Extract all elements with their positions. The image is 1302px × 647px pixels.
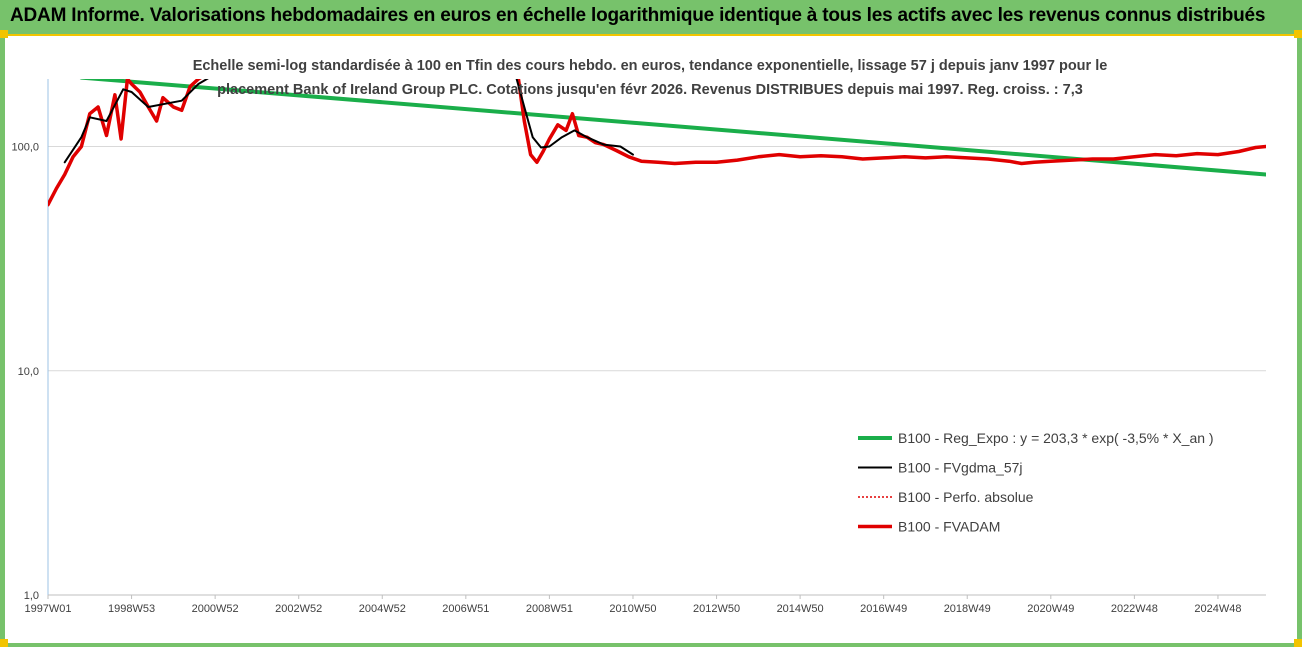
x-tick-label: 2008W51 (526, 603, 573, 615)
grid-lines (48, 146, 1266, 596)
corner-mark-bottom-left (0, 639, 8, 647)
x-tick-label: 2024W48 (1194, 603, 1241, 615)
subtitle-line-1: Echelle semi-log standardisée à 100 en T… (192, 58, 1108, 74)
x-tick-label: 2006W51 (442, 603, 489, 615)
legend: B100 - Reg_Expo : y = 203,3 * exp( -3,5%… (858, 430, 1214, 535)
corner-mark-top-left (0, 30, 8, 38)
x-axis-ticks: 1997W01 1998W53 2000W52 2002W52 2004W52 2006W… (24, 595, 1241, 615)
x-tick-label: 2022W48 (1111, 603, 1158, 615)
y-axis-ticks: 1,0 10,0 100,0 (11, 142, 39, 602)
legend-label-fvgdma: B100 - FVgdma_57j (898, 460, 1023, 476)
corner-mark-bottom-right (1294, 639, 1302, 647)
x-tick-label: 2002W52 (275, 603, 322, 615)
x-tick-label: 2012W50 (693, 603, 740, 615)
page-title: ADAM Informe. Valorisations hebdomadaire… (10, 5, 1266, 26)
chart-subtitle: Echelle semi-log standardisée à 100 en T… (140, 54, 1160, 102)
y-tick-label: 100,0 (11, 142, 39, 154)
x-tick-label: 2020W49 (1027, 603, 1074, 615)
corner-mark-top-right (1294, 30, 1302, 38)
x-tick-label: 2016W49 (860, 603, 907, 615)
x-tick-label: 1997W01 (24, 603, 71, 615)
right-border (1297, 36, 1302, 647)
legend-label-fvadam: B100 - FVADAM (898, 519, 1000, 535)
bottom-border (0, 643, 1302, 647)
title-banner: ADAM Informe. Valorisations hebdomadaire… (0, 0, 1302, 36)
series-line-fvgdma (63, 79, 634, 164)
y-tick-label: 10,0 (18, 366, 39, 378)
legend-label-reg_expo: B100 - Reg_Expo : y = 203,3 * exp( -3,5%… (898, 430, 1214, 446)
x-tick-label: 2018W49 (944, 603, 991, 615)
series-layer (48, 79, 1266, 207)
legend-label-perfo: B100 - Perfo. absolue (898, 489, 1034, 505)
x-tick-label: 2014W50 (777, 603, 824, 615)
series-line-reg_expo (79, 79, 1266, 177)
x-tick-label: 2004W52 (359, 603, 406, 615)
series-line-perfo (48, 79, 1266, 206)
y-tick-label: 1,0 (24, 590, 39, 602)
x-tick-label: 2000W52 (192, 603, 239, 615)
x-tick-label: 1998W53 (108, 603, 155, 615)
x-tick-label: 2010W50 (609, 603, 656, 615)
left-border (0, 36, 5, 647)
subtitle-line-2: placement Bank of Ireland Group PLC. Cot… (217, 82, 1083, 98)
